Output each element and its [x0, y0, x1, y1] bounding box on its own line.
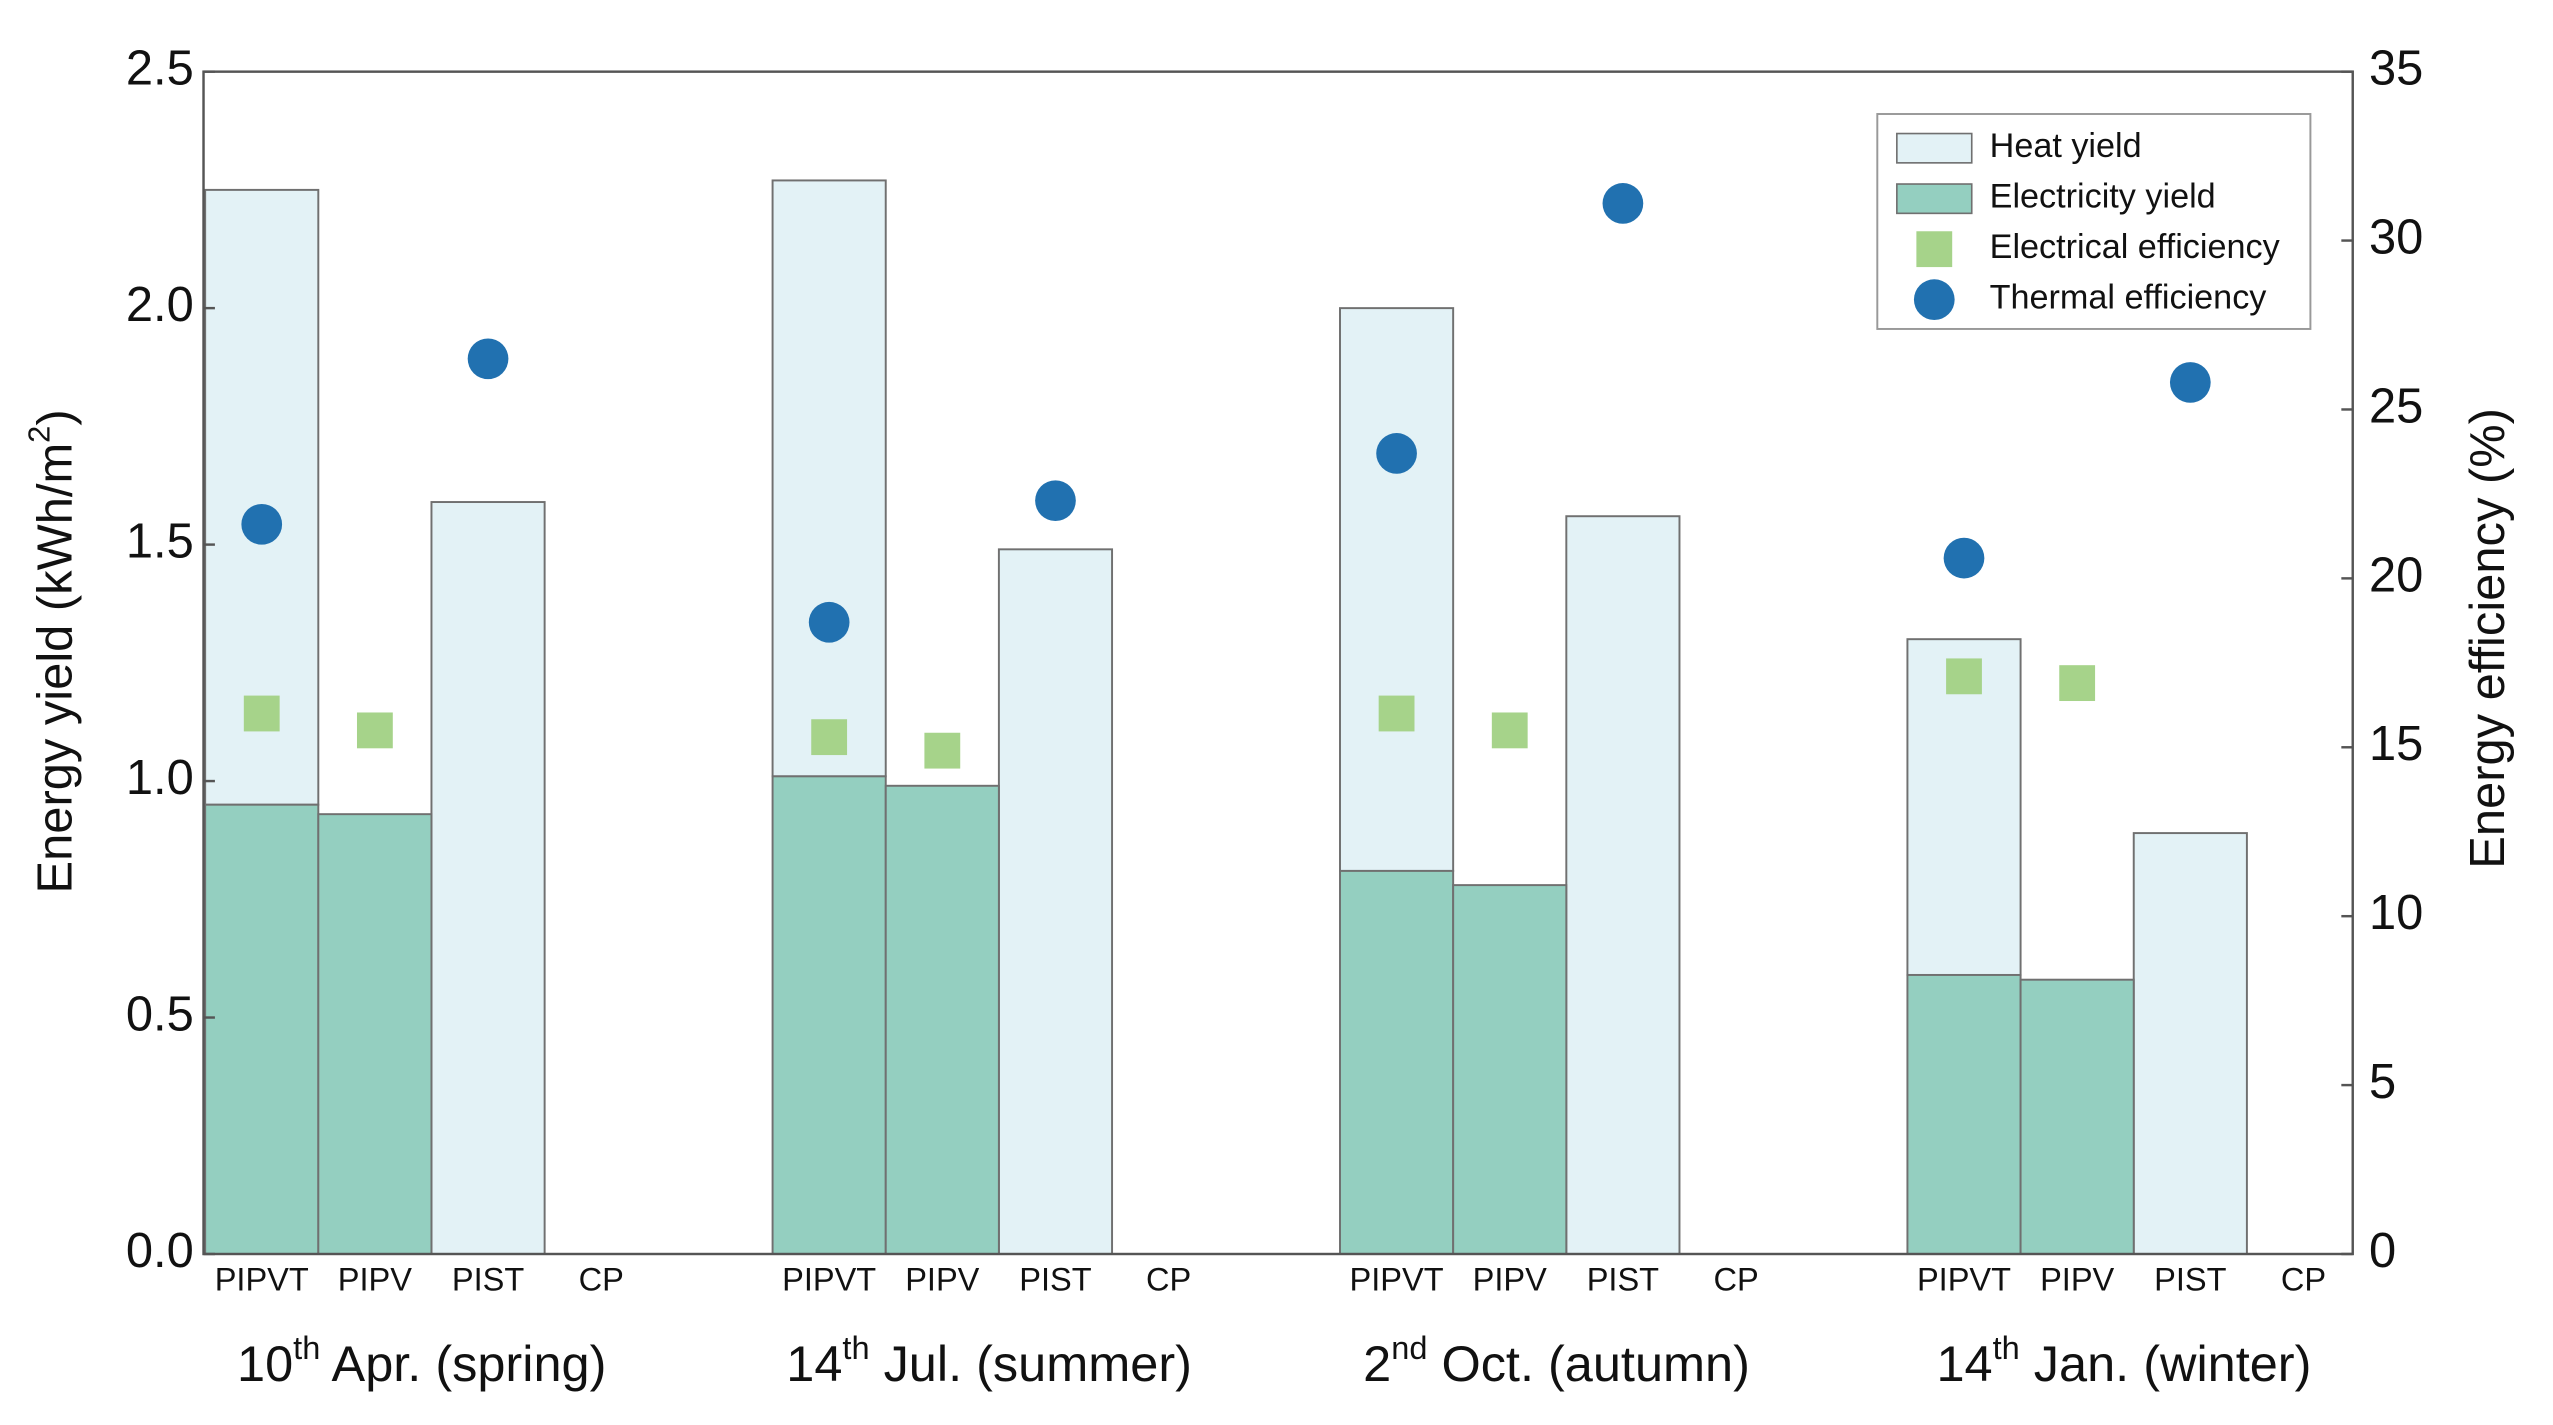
bar — [1565, 515, 1681, 1255]
square-marker — [924, 732, 961, 769]
y2-axis-title: Energy efficiency (%) — [2461, 408, 2515, 869]
circle-marker — [467, 338, 509, 380]
bar — [1339, 307, 1455, 872]
bar — [1906, 973, 2022, 1255]
group-label: 10th Apr. (spring) — [237, 1330, 606, 1393]
y-axis-title: Energy yield (kWh/m2) — [21, 409, 82, 893]
square-marker — [1491, 712, 1528, 749]
x-tick-label: PIPV — [338, 1261, 412, 1297]
group-label-part: th — [293, 1330, 320, 1366]
x-tick-label: PIPV — [1473, 1261, 1547, 1297]
square-marker — [1378, 695, 1415, 732]
y-tick-label: 2.0 — [126, 278, 194, 332]
circle-marker — [1943, 537, 1985, 579]
square-marker — [811, 719, 848, 756]
x-tick-label: PIPVT — [782, 1261, 876, 1297]
legend-label: Thermal efficiency — [1990, 279, 2268, 317]
group-label-part: Apr. (spring) — [320, 1335, 606, 1392]
group-label-part: th — [1993, 1330, 2020, 1366]
circle-marker — [808, 601, 850, 643]
x-tick-label: CP — [1146, 1261, 1191, 1297]
x-tick-label: CP — [2281, 1261, 2326, 1297]
x-tick-label: PIST — [452, 1261, 524, 1297]
square-marker — [243, 695, 280, 732]
y-tick-label: 2.5 — [126, 42, 194, 96]
legend-label: Electricity yield — [1990, 178, 2216, 216]
group-label: 14th Jan. (winter) — [1937, 1330, 2312, 1393]
x-tick-label: PIPV — [905, 1261, 979, 1297]
y2-tick-label: 5 — [2369, 1055, 2396, 1109]
y2-tick-label: 25 — [2369, 379, 2423, 433]
y-axis-title-part: ) — [29, 409, 83, 425]
legend-label: Heat yield — [1990, 127, 2142, 165]
circle-marker — [1376, 433, 1417, 474]
group-label: 14th Jul. (summer) — [786, 1330, 1192, 1393]
legend-swatch — [1896, 132, 1973, 164]
bar — [317, 813, 433, 1255]
legend-swatch — [1913, 279, 1955, 321]
y-axis-title-part: Energy yield (kWh/m — [29, 443, 83, 894]
x-tick-label: PIST — [1019, 1261, 1091, 1297]
circle-marker — [2169, 362, 2211, 403]
x-tick-label: CP — [579, 1261, 624, 1297]
x-tick-label: PIPVT — [1350, 1261, 1444, 1297]
x-tick-label: CP — [1713, 1261, 1758, 1297]
bar — [2019, 978, 2135, 1255]
x-tick-label: PIPVT — [215, 1261, 309, 1297]
group-label-part: Jan. (winter) — [2020, 1335, 2312, 1392]
y2-tick-label: 30 — [2369, 210, 2423, 264]
legend-label: Electrical efficiency — [1990, 228, 2281, 266]
group-label-part: 2 — [1363, 1335, 1391, 1392]
group-label-part: th — [842, 1330, 869, 1366]
group-label-part: 14 — [786, 1335, 842, 1392]
circle-marker — [241, 503, 283, 545]
x-tick-label: PIST — [2154, 1261, 2226, 1297]
group-label-part: 14 — [1937, 1335, 1993, 1392]
group-label-part: 10 — [237, 1335, 293, 1392]
y-tick-label: 0.5 — [126, 987, 194, 1041]
square-marker — [2059, 665, 2096, 702]
circle-marker — [1602, 183, 1644, 224]
y2-tick-label: 15 — [2369, 717, 2423, 771]
bar — [1452, 884, 1568, 1255]
square-marker — [356, 712, 393, 749]
bar — [1339, 869, 1455, 1255]
bar — [430, 501, 546, 1255]
x-tick-label: PIPV — [2040, 1261, 2114, 1297]
x-tick-label: PIST — [1587, 1261, 1659, 1297]
y2-tick-label: 0 — [2369, 1224, 2396, 1278]
legend-swatch — [1896, 183, 1973, 215]
group-label-part: nd — [1391, 1330, 1427, 1366]
y-tick-label: 0.0 — [126, 1224, 194, 1278]
group-label-part: Oct. (autumn) — [1427, 1335, 1749, 1392]
bar — [1906, 638, 2022, 976]
y-axis-title-part: 2 — [21, 426, 56, 443]
bar — [2132, 832, 2248, 1255]
bar — [771, 775, 887, 1255]
circle-marker — [1035, 480, 1076, 522]
square-marker — [1946, 658, 1982, 695]
x-tick-label: PIPVT — [1917, 1261, 2011, 1297]
y2-tick-label: 20 — [2369, 548, 2423, 602]
y-tick-label: 1.5 — [126, 514, 194, 568]
bar — [997, 548, 1114, 1255]
y2-tick-label: 10 — [2369, 886, 2423, 940]
y2-tick-label: 35 — [2369, 42, 2423, 96]
group-label-part: Jul. (summer) — [870, 1335, 1192, 1392]
group-label: 2nd Oct. (autumn) — [1363, 1330, 1750, 1393]
bar — [204, 803, 320, 1255]
plot-frame — [202, 70, 2354, 1256]
bar — [884, 784, 1000, 1255]
legend-swatch — [1916, 231, 1953, 268]
y-tick-label: 1.0 — [126, 751, 194, 805]
bar — [771, 179, 887, 778]
